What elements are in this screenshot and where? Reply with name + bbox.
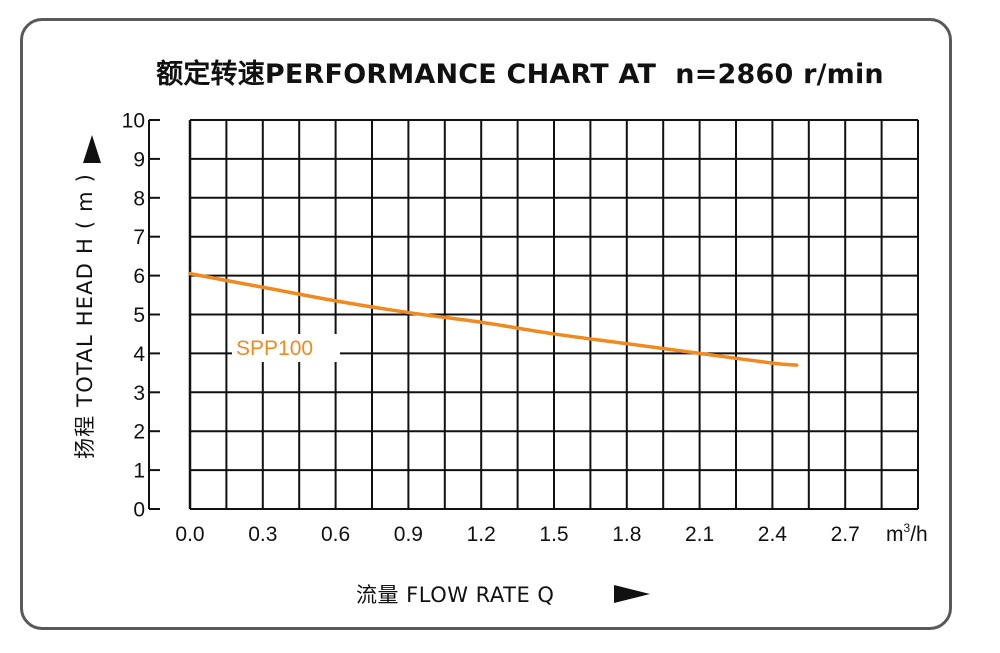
y-tick-label: 10 — [122, 110, 145, 133]
grid — [188, 119, 919, 510]
x-tick-label: 1.5 — [539, 523, 568, 546]
y-tick-label: 3 — [133, 382, 145, 405]
x-tick-label: 1.8 — [612, 523, 641, 546]
x-tick-label: 0.6 — [321, 523, 350, 546]
y-tick-label: 2 — [133, 421, 145, 444]
y-tick-label: 6 — [133, 265, 145, 288]
series-line — [188, 271, 799, 367]
y-tick-label: 9 — [133, 148, 145, 171]
x-tick-label: 0.0 — [175, 523, 204, 546]
y-tick-label: 5 — [133, 304, 145, 327]
x-tick-label: 2.7 — [831, 523, 860, 546]
chart-title: 额定转速PERFORMANCE CHART AT n=2860 r/min — [156, 59, 884, 90]
svg-text:流量 FLOW RATE Q: 流量 FLOW RATE Q — [356, 583, 554, 607]
x-tick-label: 0.3 — [248, 523, 277, 546]
y-axis-ticks: 0 1 2 3 4 5 6 7 8 9 10 — [122, 110, 160, 522]
x-axis-label: 流量 FLOW RATE Q — [356, 583, 650, 607]
y-tick-label: 0 — [133, 499, 145, 522]
x-tick-label: 2.1 — [685, 523, 714, 546]
x-tick-label: 0.9 — [394, 523, 423, 546]
x-axis-ticks: 0.0 0.3 0.6 0.9 1.2 1.5 1.8 2.1 2.4 2.7 — [175, 523, 859, 546]
chart-frame — [20, 18, 952, 630]
series-layer: SPP100 — [188, 271, 799, 367]
series-label-background — [232, 334, 340, 362]
y-tick-label: 1 — [133, 460, 145, 483]
up-arrow-icon — [83, 135, 101, 163]
x-tick-label: 1.2 — [467, 523, 496, 546]
x-unit-label: m3/h — [886, 521, 928, 546]
svg-text:扬程 TOTAL HEAD H ( m ): 扬程 TOTAL HEAD H ( m ) — [73, 173, 97, 459]
x-tick-label: 2.4 — [758, 523, 788, 546]
y-tick-label: 8 — [133, 187, 145, 210]
y-axis-label: 扬程 TOTAL HEAD H ( m ) — [73, 135, 101, 459]
y-tick-label: 4 — [133, 343, 145, 366]
right-arrow-icon — [614, 585, 650, 603]
series-label: SPP100 — [236, 337, 313, 360]
y-tick-label: 7 — [133, 226, 145, 249]
